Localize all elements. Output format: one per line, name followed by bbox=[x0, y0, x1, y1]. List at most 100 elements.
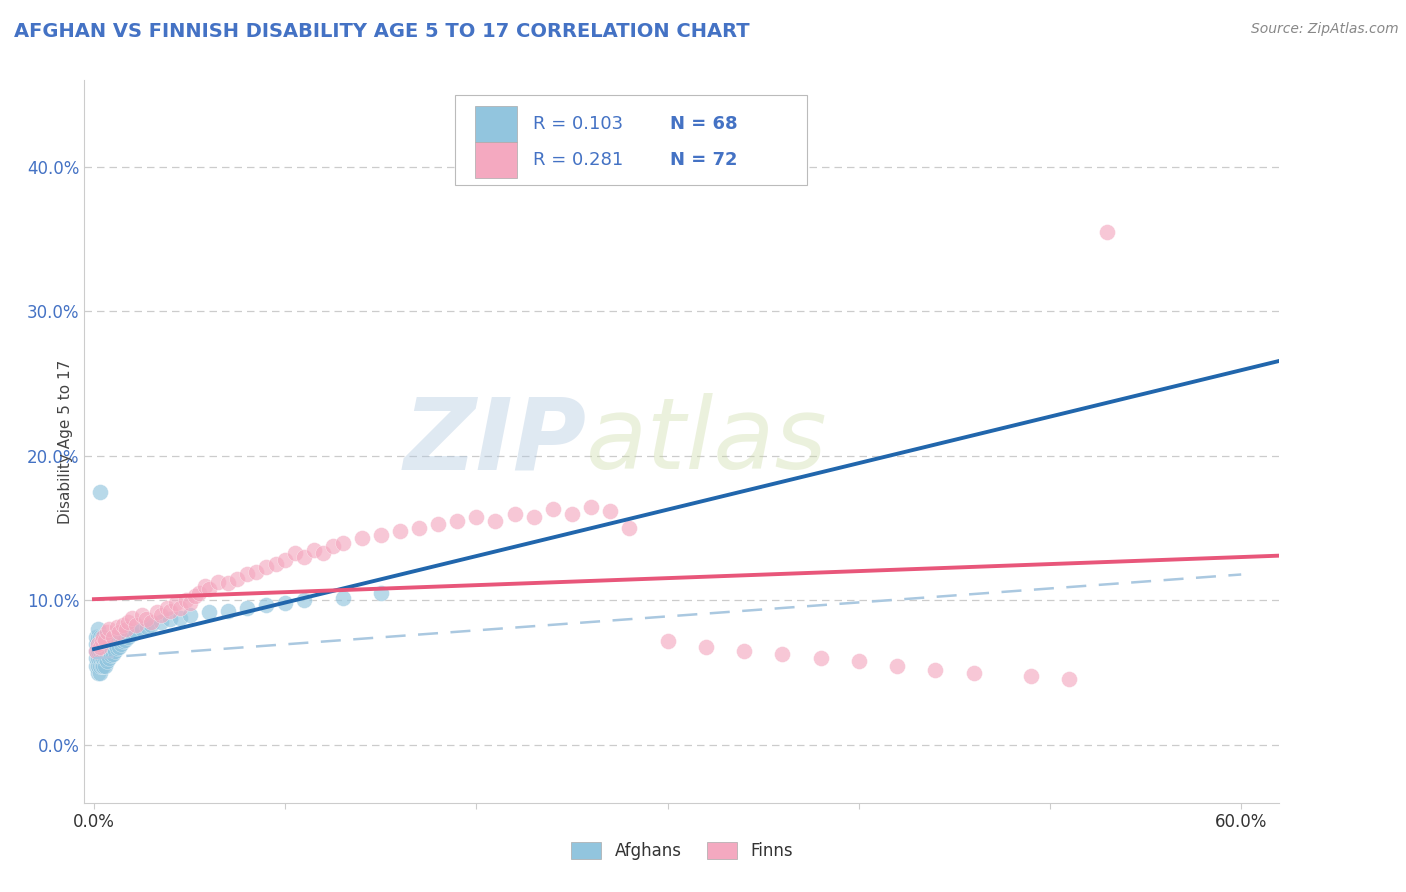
Point bbox=[370, 528, 392, 542]
Point bbox=[89, 658, 111, 673]
Point bbox=[84, 630, 107, 644]
Point bbox=[93, 644, 115, 658]
Text: Source: ZipAtlas.com: Source: ZipAtlas.com bbox=[1251, 22, 1399, 37]
Point bbox=[924, 663, 946, 677]
Point bbox=[94, 658, 117, 673]
Point bbox=[90, 634, 112, 648]
Point bbox=[599, 504, 621, 518]
Point bbox=[96, 654, 118, 668]
Point bbox=[89, 640, 111, 654]
Point bbox=[427, 516, 450, 531]
Point bbox=[217, 576, 239, 591]
Point bbox=[446, 514, 468, 528]
Point bbox=[94, 651, 117, 665]
Point bbox=[292, 550, 315, 565]
Point bbox=[87, 665, 110, 680]
Point bbox=[107, 625, 129, 640]
Point bbox=[322, 539, 344, 553]
Point bbox=[141, 615, 163, 630]
Point bbox=[101, 640, 124, 654]
Point bbox=[292, 593, 315, 607]
Point bbox=[98, 651, 121, 665]
Point bbox=[87, 644, 110, 658]
Point bbox=[105, 641, 128, 656]
Point bbox=[886, 658, 908, 673]
Point bbox=[226, 572, 249, 586]
Point bbox=[87, 623, 110, 637]
Point bbox=[619, 521, 641, 535]
Text: ZIP: ZIP bbox=[404, 393, 586, 490]
Point bbox=[94, 632, 117, 647]
Point bbox=[149, 615, 172, 630]
Bar bbox=[475, 105, 517, 142]
Text: N = 72: N = 72 bbox=[671, 151, 738, 169]
Bar bbox=[475, 142, 517, 178]
Point bbox=[657, 634, 679, 648]
Point bbox=[810, 651, 832, 665]
Point bbox=[93, 637, 115, 651]
Point bbox=[179, 596, 201, 610]
Point bbox=[84, 644, 107, 658]
Point bbox=[370, 586, 392, 600]
Point bbox=[197, 582, 219, 596]
Point bbox=[87, 658, 110, 673]
Point bbox=[264, 558, 287, 572]
Point bbox=[245, 565, 267, 579]
Point bbox=[770, 647, 793, 661]
Point bbox=[84, 637, 107, 651]
Point bbox=[523, 509, 546, 524]
Point bbox=[848, 654, 870, 668]
Point bbox=[332, 535, 354, 549]
Point bbox=[98, 644, 121, 658]
Point bbox=[89, 485, 111, 500]
Point bbox=[121, 611, 143, 625]
Point bbox=[107, 632, 129, 647]
Point bbox=[236, 600, 259, 615]
Point bbox=[104, 644, 127, 658]
Point bbox=[89, 665, 111, 680]
Point bbox=[561, 507, 583, 521]
Point bbox=[96, 625, 118, 640]
Point bbox=[101, 630, 124, 644]
Point bbox=[87, 651, 110, 665]
Point bbox=[93, 658, 115, 673]
Point bbox=[107, 640, 129, 654]
Point bbox=[84, 651, 107, 665]
Point bbox=[90, 630, 112, 644]
Point bbox=[87, 630, 110, 644]
Point bbox=[94, 644, 117, 658]
Text: AFGHAN VS FINNISH DISABILITY AGE 5 TO 17 CORRELATION CHART: AFGHAN VS FINNISH DISABILITY AGE 5 TO 17… bbox=[14, 22, 749, 41]
Point bbox=[484, 514, 506, 528]
Point bbox=[350, 532, 373, 546]
Point bbox=[254, 560, 277, 574]
Point bbox=[98, 637, 121, 651]
Point bbox=[141, 618, 163, 632]
Point bbox=[131, 607, 153, 622]
Point bbox=[101, 647, 124, 661]
Point bbox=[93, 630, 115, 644]
Point bbox=[179, 607, 201, 622]
Point bbox=[125, 618, 148, 632]
Point bbox=[695, 640, 717, 654]
Point bbox=[89, 644, 111, 658]
Point bbox=[254, 598, 277, 612]
Point bbox=[284, 546, 307, 560]
Point bbox=[117, 615, 139, 630]
Point bbox=[110, 637, 132, 651]
Point bbox=[465, 509, 488, 524]
Point bbox=[100, 648, 122, 663]
Point bbox=[174, 593, 197, 607]
Point bbox=[89, 651, 111, 665]
Point bbox=[94, 637, 117, 651]
Point bbox=[90, 637, 112, 651]
Point bbox=[541, 502, 564, 516]
Point bbox=[302, 542, 325, 557]
Y-axis label: Disability Age 5 to 17: Disability Age 5 to 17 bbox=[58, 359, 73, 524]
FancyBboxPatch shape bbox=[456, 95, 807, 185]
Point bbox=[184, 589, 207, 603]
Point bbox=[274, 553, 297, 567]
Point bbox=[89, 637, 111, 651]
Point bbox=[98, 623, 121, 637]
Point bbox=[332, 591, 354, 605]
Point bbox=[104, 637, 127, 651]
